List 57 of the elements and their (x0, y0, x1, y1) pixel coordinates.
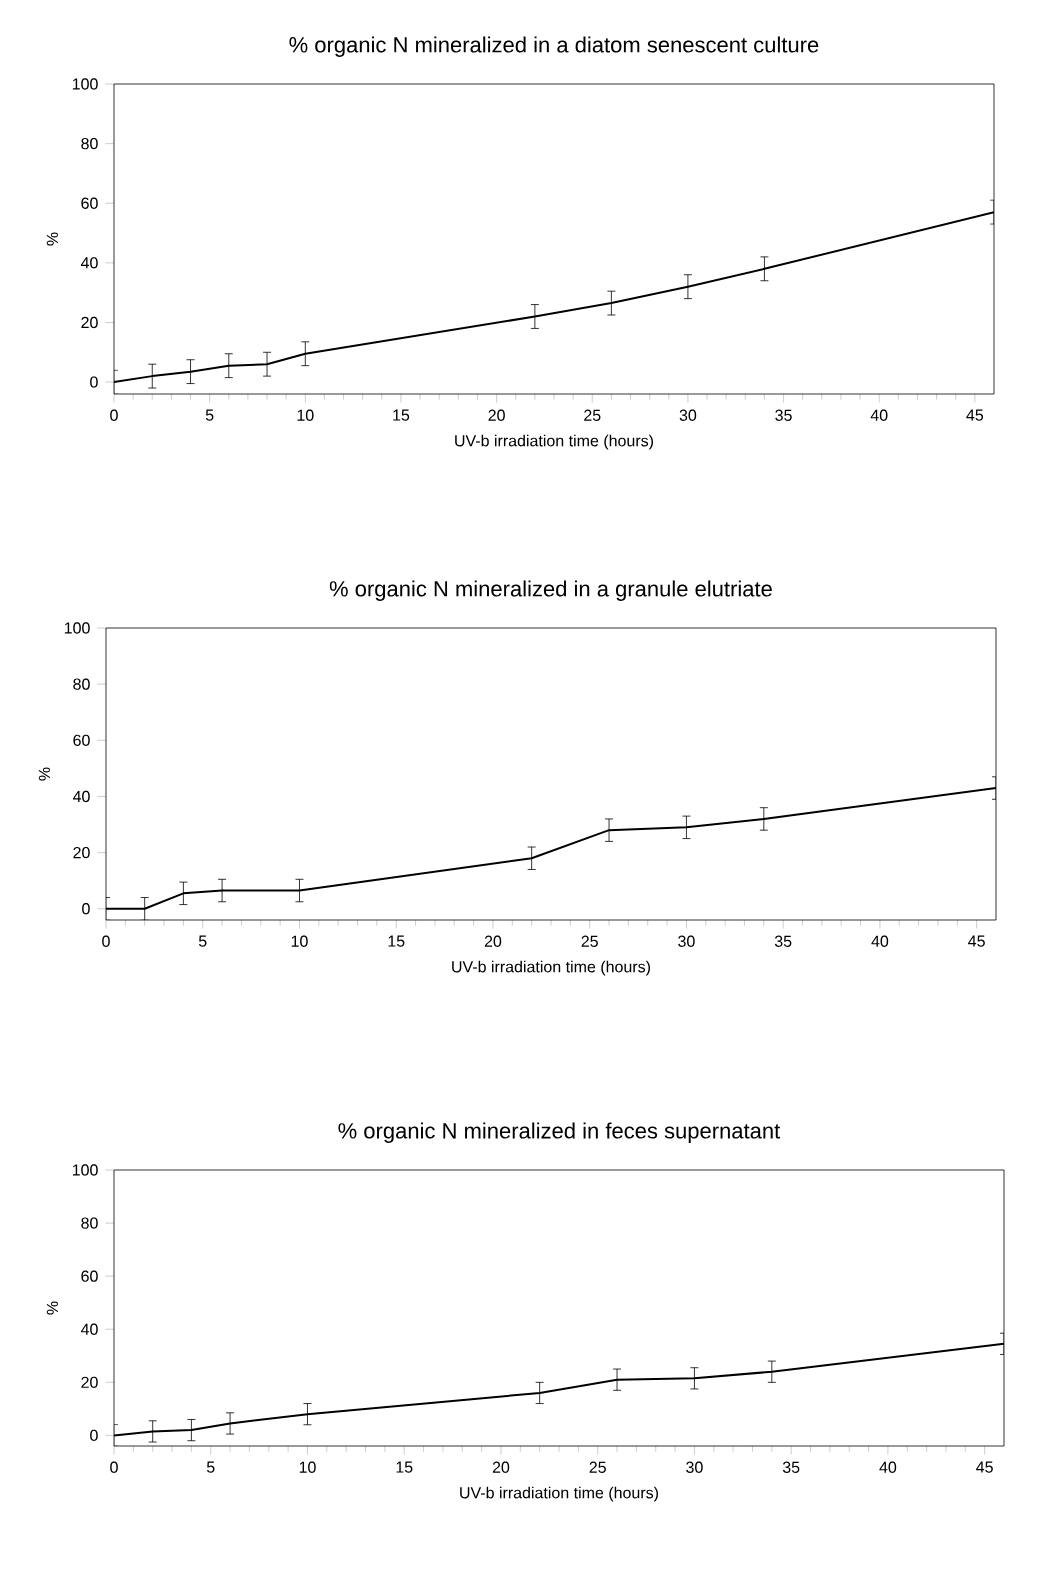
x-tick-label: 45 (966, 409, 984, 421)
y-tick-label: 40 (80, 257, 98, 269)
y-axis-title: % (46, 1301, 58, 1315)
x-tick-label: 30 (686, 1461, 703, 1473)
y-tick-label: 0 (90, 376, 98, 388)
y-tick-label: 80 (81, 1217, 98, 1229)
x-tick-label: 15 (393, 409, 410, 421)
x-tick-label: 15 (396, 1461, 413, 1473)
chart-title: % organic N mineralized in a granule elutriate (329, 580, 772, 601)
x-tick-label: 30 (678, 935, 695, 947)
x-tick-label: 0 (102, 935, 110, 947)
y-tick-label: 40 (72, 790, 90, 803)
y-tick-label: 100 (64, 622, 90, 634)
y-tick-label: 100 (72, 1164, 98, 1176)
x-tick-label: 20 (488, 409, 505, 421)
x-tick-label: 0 (110, 1461, 118, 1473)
y-tick-label: 0 (90, 1429, 98, 1442)
x-tick-label: 35 (782, 1461, 800, 1473)
x-tick-label: 40 (879, 1461, 897, 1473)
y-axis-title: % (46, 232, 58, 246)
y-tick-label: 20 (81, 1376, 98, 1388)
y-tick-label: 60 (73, 734, 90, 746)
y-tick-label: 20 (81, 316, 98, 329)
x-tick-label: 5 (206, 1461, 215, 1473)
y-tick-label: 60 (81, 1270, 98, 1282)
x-tick-label: 40 (871, 935, 889, 947)
x-tick-label: 25 (581, 935, 598, 947)
x-axis-title: UV-b irradiation time (hours) (452, 960, 650, 976)
x-axis-title: UV-b irradiation time (hours) (455, 434, 653, 450)
x-tick-label: 5 (198, 935, 207, 947)
x-axis-title: UV-b irradiation time (hours) (460, 1486, 658, 1502)
x-tick-label: 45 (976, 1461, 993, 1473)
x-tick-label: 25 (584, 409, 601, 421)
y-axis-title: % (38, 767, 50, 781)
x-tick-label: 20 (484, 935, 502, 947)
chart-title: % organic N mineralized in a diatom senescent culture (289, 36, 819, 57)
x-tick-label: 10 (297, 409, 314, 421)
y-tick-label: 20 (73, 846, 90, 859)
y-tick-label: 80 (81, 137, 98, 150)
x-tick-label: 30 (679, 409, 697, 421)
x-tick-label: 45 (968, 935, 985, 947)
chart-title: % organic N mineralized in feces supernatant (338, 1122, 781, 1143)
y-tick-label: 0 (82, 903, 90, 915)
x-tick-label: 5 (205, 409, 214, 421)
y-tick-label: 40 (80, 1323, 98, 1335)
y-tick-label: 60 (81, 197, 98, 209)
x-tick-label: 15 (388, 935, 405, 947)
x-tick-label: 40 (870, 409, 888, 421)
y-tick-label: 100 (72, 78, 98, 90)
x-tick-label: 10 (291, 935, 308, 947)
x-tick-label: 20 (492, 1461, 510, 1473)
x-tick-label: 25 (589, 1461, 606, 1473)
x-tick-label: 10 (299, 1461, 316, 1473)
x-tick-label: 35 (775, 409, 792, 421)
x-tick-label: 0 (110, 409, 118, 421)
y-tick-label: 80 (73, 678, 90, 690)
x-tick-label: 35 (774, 935, 792, 947)
